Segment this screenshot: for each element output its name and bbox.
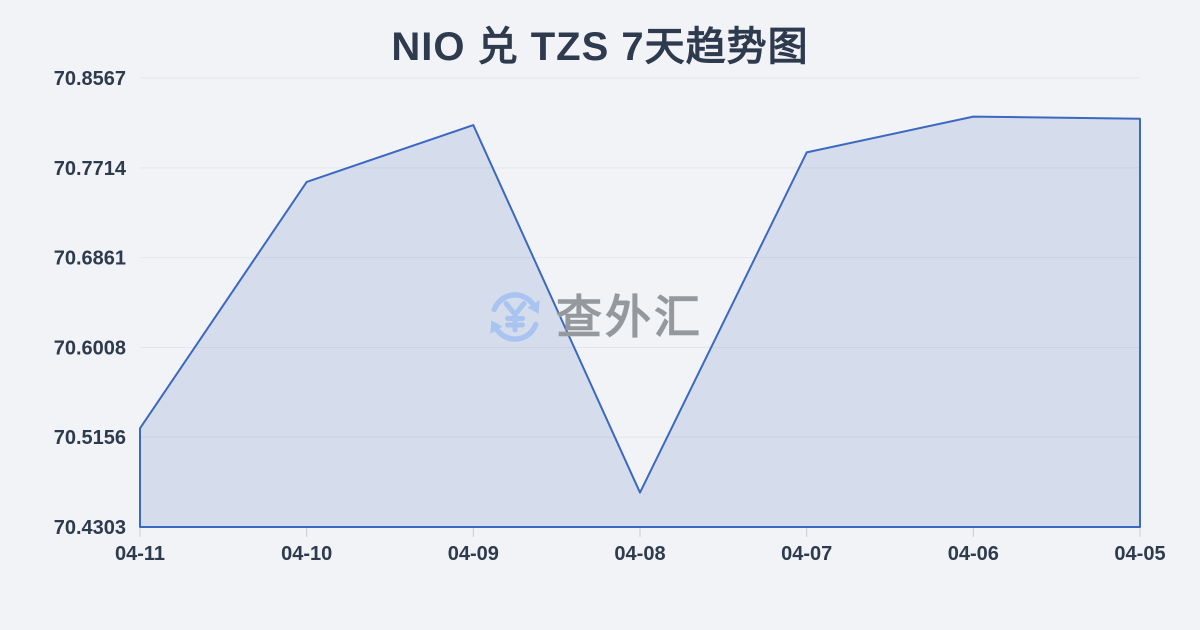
x-axis-label: 04-08 <box>614 543 665 565</box>
x-axis-label: 04-06 <box>948 543 999 565</box>
y-axis-label: 70.8567 <box>54 68 126 90</box>
x-axis-label: 04-09 <box>448 543 499 565</box>
y-axis-label: 70.6861 <box>54 248 126 270</box>
y-axis-label: 70.4303 <box>54 517 126 539</box>
x-axis-label: 04-10 <box>281 543 332 565</box>
y-axis-label: 70.7714 <box>54 158 127 180</box>
chart-title: NIO 兑 TZS 7天趋势图 <box>391 25 809 69</box>
x-axis-label: 04-05 <box>1114 543 1165 565</box>
x-axis-label: 04-11 <box>115 543 165 565</box>
y-axis-label: 70.6008 <box>54 337 126 359</box>
area-series <box>139 115 1141 528</box>
x-axis-label: 04-07 <box>781 543 832 565</box>
y-axis-label: 70.5156 <box>54 427 126 449</box>
